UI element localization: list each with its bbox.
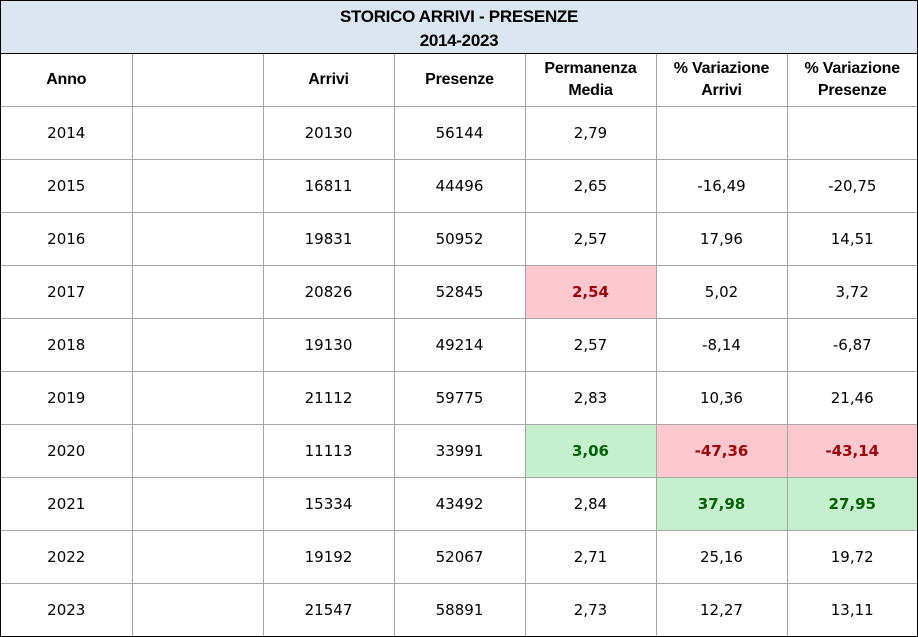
cell-blank	[131, 159, 264, 213]
cell-blank	[131, 477, 264, 531]
cell-var-presenze: 19,72	[786, 530, 917, 584]
cell-anno: 2020	[1, 424, 133, 478]
cell-presenze: 50952	[393, 212, 526, 266]
table-row: 2017 20826 52845 2,54 5,02 3,72	[1, 265, 917, 319]
cell-var-arrivi: 17,96	[655, 212, 788, 266]
cell-var-arrivi-min: -47,36	[655, 424, 788, 478]
table-row: 2014 20130 56144 2,79	[1, 106, 917, 160]
table-row: 2016 19831 50952 2,57 17,96 14,51	[1, 212, 917, 266]
header-permanenza-media: Permanenza Media	[524, 54, 657, 107]
header-arrivi: Arrivi	[262, 54, 395, 107]
cell-anno: 2023	[1, 583, 133, 636]
cell-var-arrivi	[655, 106, 788, 160]
cell-permanenza: 2,65	[524, 159, 657, 213]
cell-var-presenze: 21,46	[786, 371, 917, 425]
cell-var-presenze	[786, 106, 917, 160]
cell-permanenza: 2,73	[524, 583, 657, 636]
data-grid: Anno Arrivi Presenze Permanenza Media % …	[1, 54, 917, 636]
cell-presenze: 43492	[393, 477, 526, 531]
header-var-arrivi-line1: % Variazione	[673, 60, 770, 77]
cell-blank	[131, 424, 264, 478]
cell-anno: 2017	[1, 265, 133, 319]
cell-blank	[131, 265, 264, 319]
cell-presenze: 52845	[393, 265, 526, 319]
cell-anno: 2018	[1, 318, 133, 372]
cell-anno: 2022	[1, 530, 133, 584]
cell-presenze: 49214	[393, 318, 526, 372]
header-permanenza-line1: Permanenza	[544, 60, 637, 77]
cell-var-presenze-max: 27,95	[786, 477, 917, 531]
cell-blank	[131, 530, 264, 584]
cell-presenze: 59775	[393, 371, 526, 425]
cell-var-arrivi: -8,14	[655, 318, 788, 372]
cell-arrivi: 19831	[262, 212, 395, 266]
header-presenze: Presenze	[393, 54, 526, 107]
cell-presenze: 44496	[393, 159, 526, 213]
cell-arrivi: 20130	[262, 106, 395, 160]
cell-blank	[131, 106, 264, 160]
header-var-presenze-line1: % Variazione	[804, 60, 901, 77]
cell-permanenza-min: 2,54	[524, 265, 657, 319]
header-anno: Anno	[1, 54, 133, 107]
cell-presenze: 33991	[393, 424, 526, 478]
header-blank	[131, 54, 264, 107]
cell-var-arrivi: 12,27	[655, 583, 788, 636]
table-row: 2021 15334 43492 2,84 37,98 27,95	[1, 477, 917, 531]
cell-arrivi: 19192	[262, 530, 395, 584]
cell-var-presenze: 13,11	[786, 583, 917, 636]
cell-blank	[131, 583, 264, 636]
cell-arrivi: 15334	[262, 477, 395, 531]
cell-blank	[131, 371, 264, 425]
cell-anno: 2021	[1, 477, 133, 531]
cell-anno: 2015	[1, 159, 133, 213]
cell-var-presenze: -20,75	[786, 159, 917, 213]
header-var-presenze-line2: Presenze	[817, 82, 887, 99]
cell-permanenza-max: 3,06	[524, 424, 657, 478]
cell-var-arrivi: 5,02	[655, 265, 788, 319]
header-variazione-arrivi: % Variazione Arrivi	[655, 54, 788, 107]
cell-arrivi: 21547	[262, 583, 395, 636]
header-permanenza-line2: Media	[568, 82, 613, 99]
cell-arrivi: 20826	[262, 265, 395, 319]
table-row: 2023 21547 58891 2,73 12,27 13,11	[1, 583, 917, 636]
cell-var-presenze: 3,72	[786, 265, 917, 319]
header-row: Anno Arrivi Presenze Permanenza Media % …	[1, 54, 917, 107]
cell-arrivi: 19130	[262, 318, 395, 372]
table-title: STORICO ARRIVI - PRESENZE 2014-2023	[1, 1, 917, 54]
table-row: 2019 21112 59775 2,83 10,36 21,46	[1, 371, 917, 425]
title-main: STORICO ARRIVI - PRESENZE	[339, 7, 579, 26]
title-years: 2014-2023	[419, 31, 499, 50]
cell-arrivi: 21112	[262, 371, 395, 425]
cell-anno: 2014	[1, 106, 133, 160]
cell-var-presenze: 14,51	[786, 212, 917, 266]
cell-presenze: 52067	[393, 530, 526, 584]
cell-var-arrivi: 10,36	[655, 371, 788, 425]
cell-permanenza: 2,83	[524, 371, 657, 425]
table-row: 2020 11113 33991 3,06 -47,36 -43,14	[1, 424, 917, 478]
cell-permanenza: 2,71	[524, 530, 657, 584]
cell-anno: 2016	[1, 212, 133, 266]
header-variazione-presenze: % Variazione Presenze	[786, 54, 917, 107]
header-var-arrivi-line2: Arrivi	[701, 82, 742, 99]
cell-var-arrivi: 25,16	[655, 530, 788, 584]
table-row: 2022 19192 52067 2,71 25,16 19,72	[1, 530, 917, 584]
cell-var-presenze: -6,87	[786, 318, 917, 372]
cell-anno: 2019	[1, 371, 133, 425]
cell-var-presenze-min: -43,14	[786, 424, 917, 478]
cell-presenze: 56144	[393, 106, 526, 160]
cell-blank	[131, 318, 264, 372]
cell-presenze: 58891	[393, 583, 526, 636]
table-row: 2018 19130 49214 2,57 -8,14 -6,87	[1, 318, 917, 372]
cell-blank	[131, 212, 264, 266]
table-row: 2015 16811 44496 2,65 -16,49 -20,75	[1, 159, 917, 213]
cell-var-arrivi: -16,49	[655, 159, 788, 213]
cell-permanenza: 2,57	[524, 212, 657, 266]
cell-var-arrivi-max: 37,98	[655, 477, 788, 531]
cell-permanenza: 2,57	[524, 318, 657, 372]
cell-permanenza: 2,84	[524, 477, 657, 531]
cell-arrivi: 11113	[262, 424, 395, 478]
cell-arrivi: 16811	[262, 159, 395, 213]
cell-permanenza: 2,79	[524, 106, 657, 160]
